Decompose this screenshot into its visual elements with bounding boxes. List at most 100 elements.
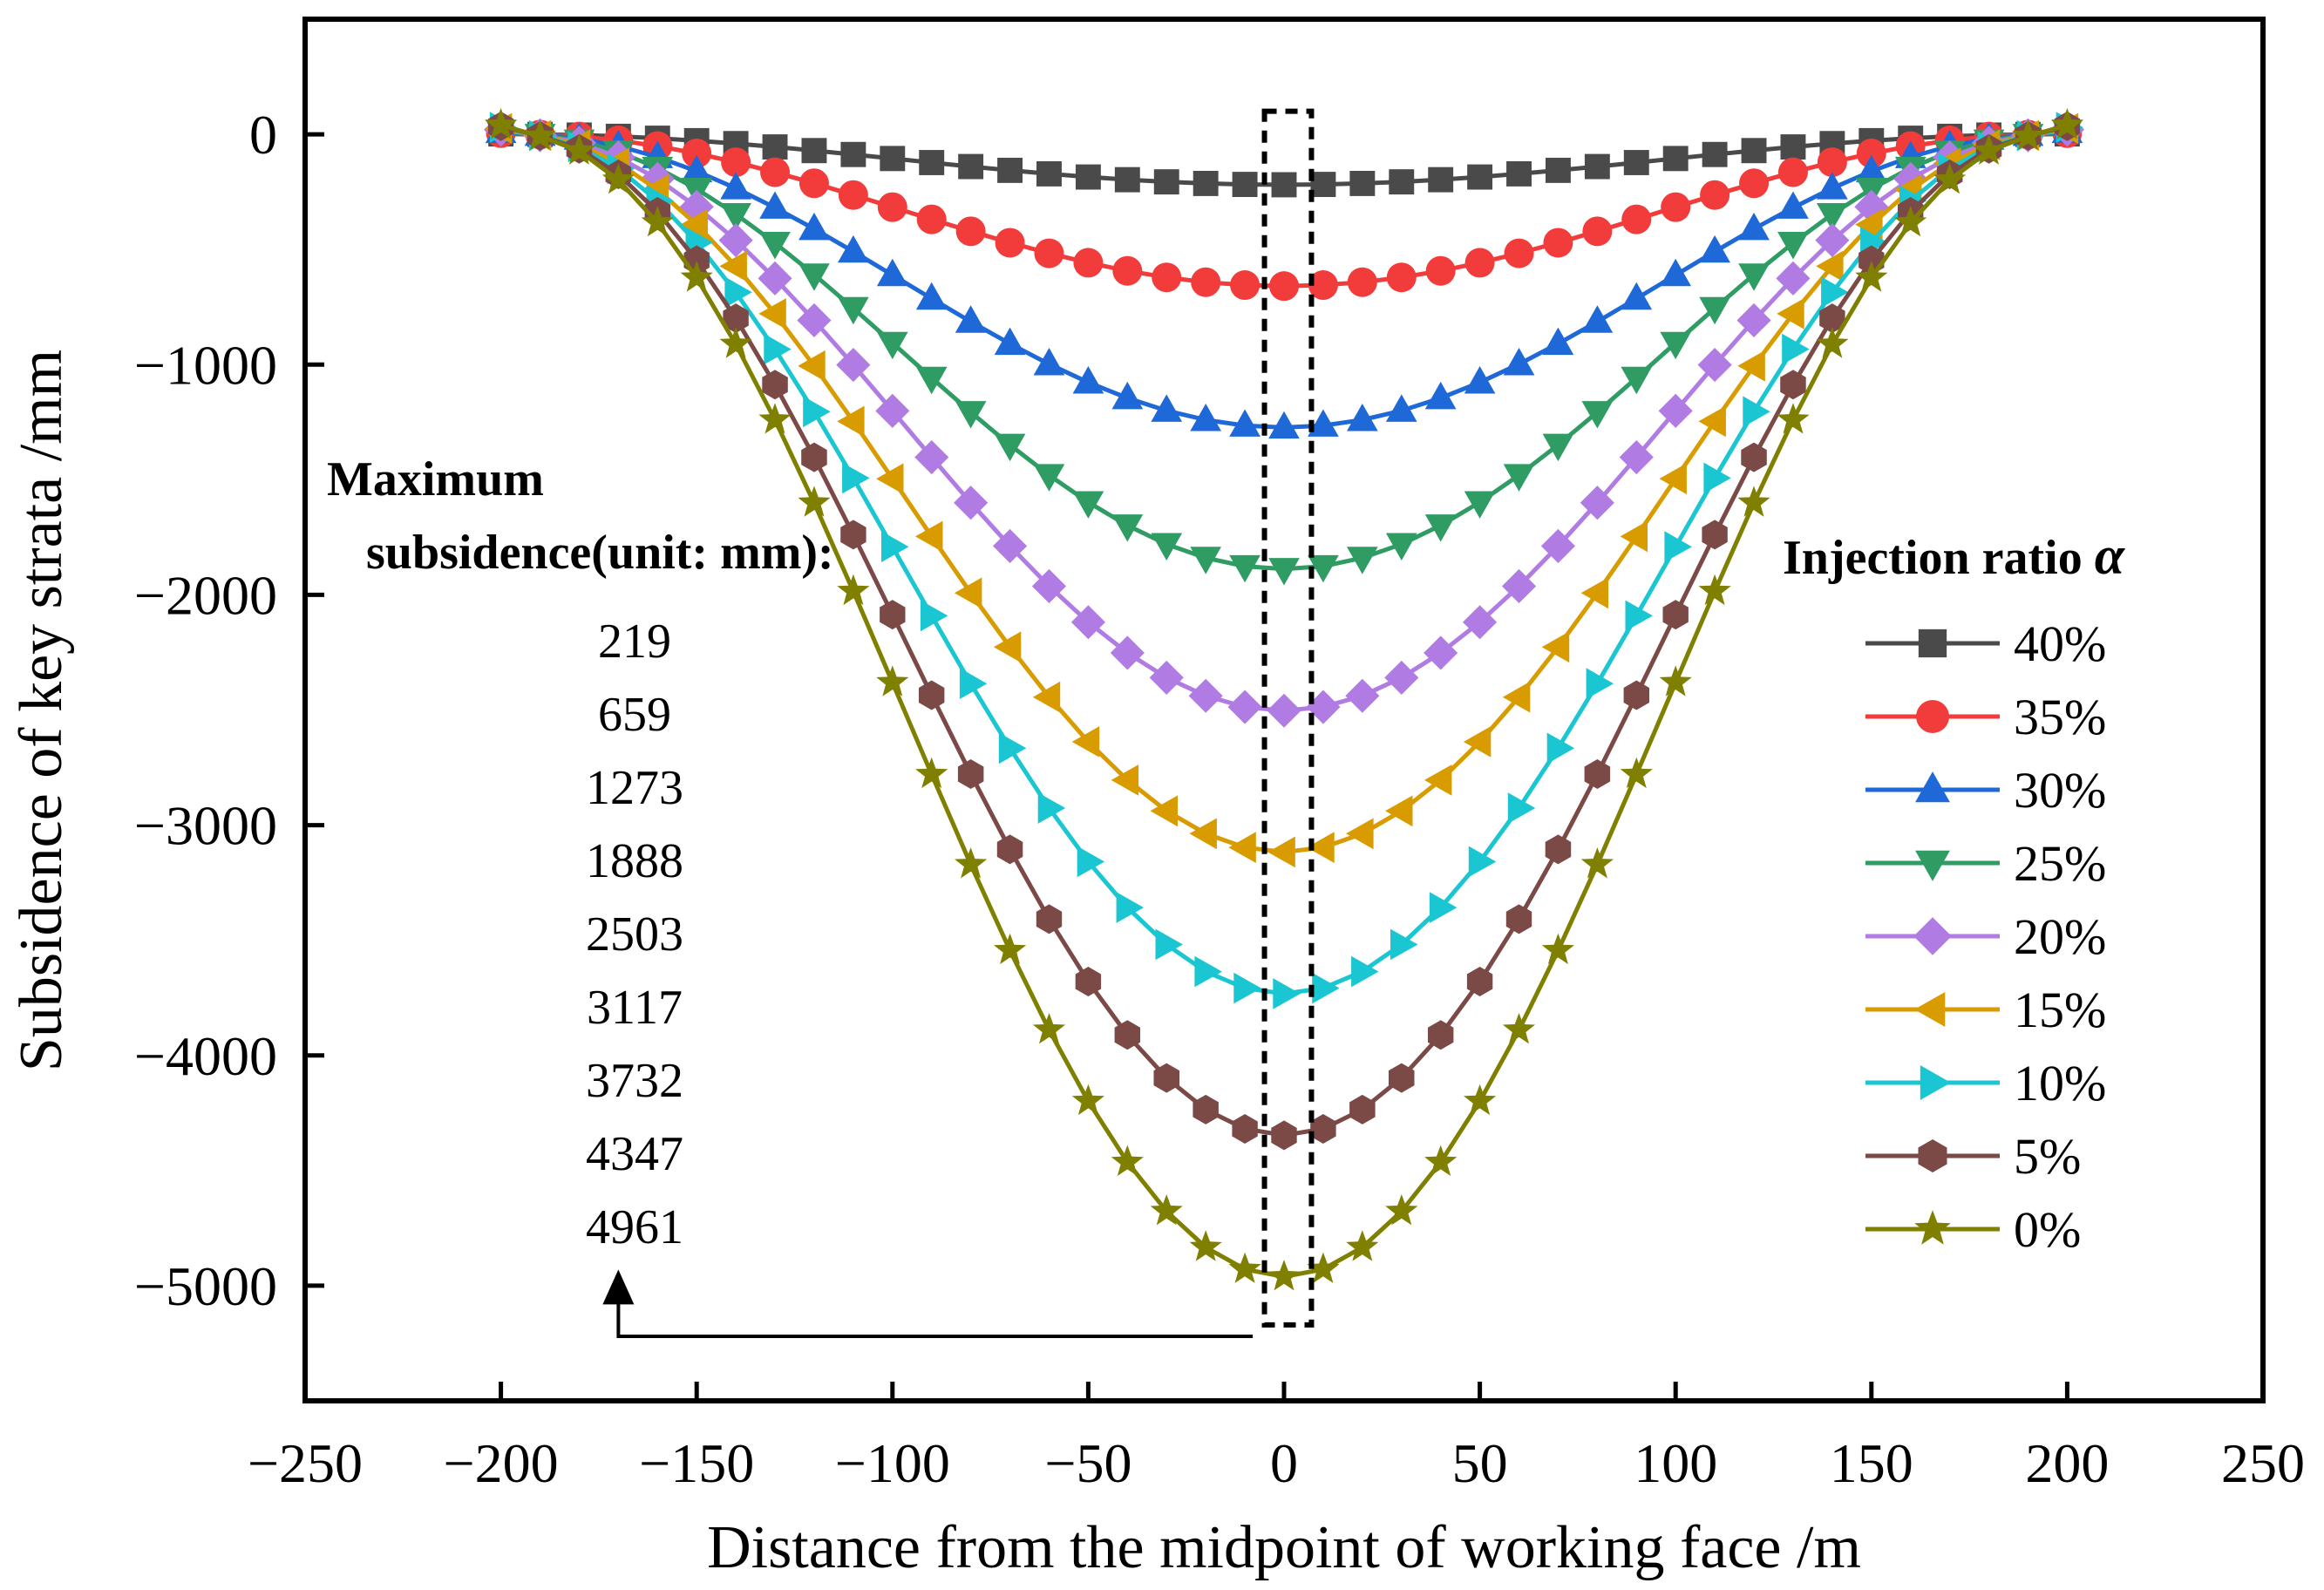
legend-item: 25% [1865, 835, 2106, 892]
marker-diamond [914, 440, 949, 475]
marker-triangle-up [1308, 409, 1339, 437]
marker-diamond [1619, 440, 1654, 475]
marker-circle [682, 138, 712, 168]
marker-triangle-up [798, 212, 830, 241]
marker-square [801, 138, 827, 164]
marker-triangle-down [1621, 366, 1653, 395]
marker-triangle-down [1072, 491, 1104, 519]
marker-triangle-left [1150, 795, 1178, 827]
marker-diamond [1345, 678, 1380, 713]
y-tick-label: −4000 [134, 1025, 277, 1087]
marker-hexagon [1741, 442, 1767, 472]
marker-triangle-right [1586, 668, 1614, 699]
marker-triangle-left [1914, 992, 1946, 1027]
marker-triangle-down [1817, 203, 1848, 231]
marker-triangle-left [1228, 832, 1256, 863]
marker-star [915, 757, 948, 789]
marker-star [1502, 1013, 1536, 1044]
marker-diamond [836, 348, 871, 383]
marker-hexagon [1036, 904, 1063, 934]
legend-title: Injection ratio α [1783, 527, 2126, 586]
marker-triangle-left [1267, 836, 1295, 868]
marker-square [1702, 141, 1728, 167]
marker-triangle-down [915, 366, 948, 395]
marker-square [1741, 138, 1767, 164]
marker-triangle-right [1429, 892, 1458, 923]
plot-marks [484, 108, 2084, 1328]
annotation-value: 659 [598, 688, 671, 742]
marker-triangle-down [955, 401, 987, 429]
marker-triangle-left [1385, 795, 1413, 827]
marker-triangle-down [876, 331, 908, 360]
marker-triangle-left [1777, 298, 1804, 330]
marker-circle [877, 192, 907, 222]
marker-star [601, 163, 635, 194]
marker-triangle-right [998, 732, 1027, 764]
marker-triangle-up [1915, 771, 1950, 803]
legend-item: 0% [1865, 1201, 2081, 1258]
marker-triangle-up [1699, 234, 1730, 263]
marker-diamond [1736, 302, 1771, 337]
marker-circle [1777, 157, 1808, 187]
marker-circle [798, 168, 829, 199]
series-35% [486, 118, 2083, 302]
legend-label: 30% [2014, 762, 2106, 819]
marker-diamond [1776, 261, 1811, 296]
marker-hexagon [1623, 680, 1649, 710]
marker-hexagon [762, 370, 788, 400]
marker-circle [1191, 267, 1221, 297]
marker-hexagon [880, 600, 906, 630]
marker-triangle-right [1194, 955, 1222, 988]
marker-diamond [758, 261, 792, 296]
x-tick-label: 50 [1452, 1432, 1508, 1494]
marker-triangle-right [1546, 732, 1575, 764]
x-axis: −250 −200 −150 −100 −50 0 50 100 150 200 250 [248, 1382, 2305, 1494]
marker-square [1506, 160, 1532, 187]
marker-star [2050, 108, 2083, 139]
annotation-title-line1: Maximum [327, 452, 544, 506]
marker-square [1193, 170, 1219, 196]
marker-triangle-up [1738, 212, 1770, 241]
legend-label: 40% [2014, 615, 2106, 672]
marker-square [1232, 172, 1258, 198]
marker-triangle-up [1660, 258, 1691, 287]
marker-square [1389, 169, 1415, 195]
marker-triangle-left [993, 631, 1022, 663]
marker-triangle-right [1077, 846, 1105, 878]
marker-triangle-up [1072, 366, 1104, 394]
annotation-value: 4961 [586, 1200, 683, 1254]
marker-triangle-down [1385, 533, 1417, 561]
marker-diamond [1306, 690, 1341, 724]
marker-diamond [1540, 528, 1575, 563]
marker-triangle-right [1782, 333, 1810, 365]
marker-triangle-up [1268, 411, 1300, 439]
legend-title-text: Injection ratio [1783, 531, 2095, 585]
marker-hexagon [723, 303, 749, 334]
marker-square [1310, 172, 1336, 198]
marker-diamond [954, 486, 989, 520]
marker-triangle-up [955, 305, 987, 333]
marker-star [1150, 1194, 1183, 1226]
marker-square [880, 146, 906, 172]
marker-triangle-down [1268, 558, 1300, 586]
marker-star [1424, 1145, 1458, 1176]
marker-star [1267, 1260, 1301, 1291]
marker-triangle-up [1581, 305, 1614, 333]
x-tick-label: 150 [1830, 1432, 1913, 1494]
marker-square [919, 150, 945, 175]
marker-star [1737, 486, 1770, 517]
marker-circle [721, 147, 751, 178]
marker-diamond [797, 302, 832, 337]
marker-triangle-left [1032, 681, 1061, 713]
series-25% [485, 119, 2083, 586]
annotation-arrow-line [616, 1301, 1254, 1338]
marker-square [840, 141, 866, 167]
marker-star [1933, 163, 1967, 194]
marker-star [1307, 1252, 1340, 1283]
marker-triangle-up [876, 258, 908, 287]
marker-square [1584, 153, 1610, 180]
legend-item: 15% [1865, 982, 2106, 1038]
marker-triangle-left [1502, 681, 1531, 713]
y-axis-title: Subsidence of key strata /mm [8, 350, 75, 1071]
